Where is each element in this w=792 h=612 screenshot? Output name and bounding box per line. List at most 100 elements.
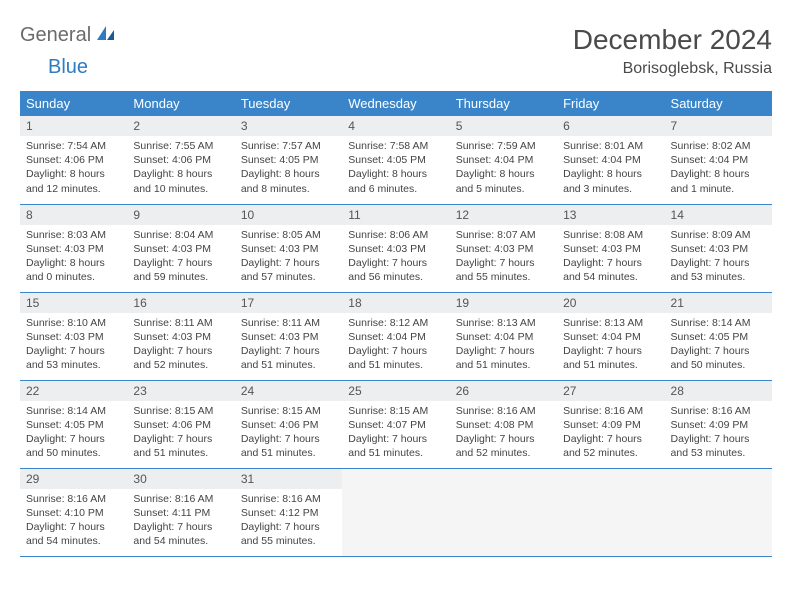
day-detail-line: and 51 minutes.	[348, 446, 443, 460]
day-detail-line: Sunrise: 8:16 AM	[563, 404, 658, 418]
day-detail-line: and 50 minutes.	[671, 358, 766, 372]
day-detail-line: Sunset: 4:07 PM	[348, 418, 443, 432]
day-detail-line: Sunset: 4:03 PM	[133, 242, 228, 256]
weekday-header: Friday	[557, 91, 664, 116]
day-details: Sunrise: 8:07 AMSunset: 4:03 PMDaylight:…	[450, 225, 557, 289]
calendar-day-cell	[665, 468, 772, 556]
calendar-day-cell: 28Sunrise: 8:16 AMSunset: 4:09 PMDayligh…	[665, 380, 772, 468]
day-details: Sunrise: 8:11 AMSunset: 4:03 PMDaylight:…	[127, 313, 234, 377]
day-number: 5	[450, 116, 557, 136]
day-detail-line: Daylight: 8 hours	[26, 256, 121, 270]
day-detail-line: Sunrise: 8:03 AM	[26, 228, 121, 242]
calendar-day-cell: 17Sunrise: 8:11 AMSunset: 4:03 PMDayligh…	[235, 292, 342, 380]
day-number: 19	[450, 293, 557, 313]
day-detail-line: Sunrise: 8:01 AM	[563, 139, 658, 153]
day-detail-line: Sunset: 4:03 PM	[563, 242, 658, 256]
day-detail-line: Daylight: 7 hours	[241, 344, 336, 358]
day-detail-line: Sunset: 4:05 PM	[671, 330, 766, 344]
day-detail-line: and 52 minutes.	[456, 446, 551, 460]
calendar-week-row: 8Sunrise: 8:03 AMSunset: 4:03 PMDaylight…	[20, 204, 772, 292]
calendar-day-cell: 11Sunrise: 8:06 AMSunset: 4:03 PMDayligh…	[342, 204, 449, 292]
weekday-header: Monday	[127, 91, 234, 116]
day-detail-line: Sunrise: 7:54 AM	[26, 139, 121, 153]
day-detail-line: Sunset: 4:10 PM	[26, 506, 121, 520]
day-details: Sunrise: 8:15 AMSunset: 4:07 PMDaylight:…	[342, 401, 449, 465]
day-detail-line: and 55 minutes.	[241, 534, 336, 548]
day-details: Sunrise: 8:13 AMSunset: 4:04 PMDaylight:…	[450, 313, 557, 377]
day-number: 13	[557, 205, 664, 225]
day-detail-line: and 52 minutes.	[133, 358, 228, 372]
day-detail-line: Sunset: 4:04 PM	[563, 153, 658, 167]
day-details: Sunrise: 8:16 AMSunset: 4:09 PMDaylight:…	[557, 401, 664, 465]
calendar-day-cell: 27Sunrise: 8:16 AMSunset: 4:09 PMDayligh…	[557, 380, 664, 468]
day-details: Sunrise: 8:15 AMSunset: 4:06 PMDaylight:…	[235, 401, 342, 465]
day-detail-line: and 52 minutes.	[563, 446, 658, 460]
day-number: 8	[20, 205, 127, 225]
day-number: 23	[127, 381, 234, 401]
day-number: 7	[665, 116, 772, 136]
calendar-body: 1Sunrise: 7:54 AMSunset: 4:06 PMDaylight…	[20, 116, 772, 556]
calendar-day-cell: 31Sunrise: 8:16 AMSunset: 4:12 PMDayligh…	[235, 468, 342, 556]
day-detail-line: Daylight: 7 hours	[671, 344, 766, 358]
day-detail-line: Daylight: 8 hours	[563, 167, 658, 181]
logo: General	[20, 24, 119, 47]
day-detail-line: Sunrise: 8:16 AM	[671, 404, 766, 418]
calendar-day-cell: 5Sunrise: 7:59 AMSunset: 4:04 PMDaylight…	[450, 116, 557, 204]
day-details: Sunrise: 8:15 AMSunset: 4:06 PMDaylight:…	[127, 401, 234, 465]
day-details: Sunrise: 8:04 AMSunset: 4:03 PMDaylight:…	[127, 225, 234, 289]
calendar-week-row: 29Sunrise: 8:16 AMSunset: 4:10 PMDayligh…	[20, 468, 772, 556]
day-details: Sunrise: 8:16 AMSunset: 4:12 PMDaylight:…	[235, 489, 342, 553]
day-detail-line: Sunset: 4:03 PM	[26, 242, 121, 256]
day-detail-line: Sunrise: 8:10 AM	[26, 316, 121, 330]
day-number: 14	[665, 205, 772, 225]
day-detail-line: and 50 minutes.	[26, 446, 121, 460]
calendar-day-cell: 24Sunrise: 8:15 AMSunset: 4:06 PMDayligh…	[235, 380, 342, 468]
day-detail-line: Sunrise: 8:15 AM	[133, 404, 228, 418]
day-detail-line: Sunset: 4:06 PM	[133, 153, 228, 167]
day-detail-line: and 3 minutes.	[563, 182, 658, 196]
day-detail-line: Daylight: 8 hours	[348, 167, 443, 181]
day-number: 20	[557, 293, 664, 313]
day-detail-line: and 5 minutes.	[456, 182, 551, 196]
day-detail-line: Daylight: 7 hours	[348, 432, 443, 446]
calendar-day-cell: 3Sunrise: 7:57 AMSunset: 4:05 PMDaylight…	[235, 116, 342, 204]
day-detail-line: and 54 minutes.	[133, 534, 228, 548]
day-detail-line: Sunset: 4:04 PM	[456, 330, 551, 344]
day-detail-line: Sunrise: 8:04 AM	[133, 228, 228, 242]
calendar-day-cell: 25Sunrise: 8:15 AMSunset: 4:07 PMDayligh…	[342, 380, 449, 468]
day-detail-line: Sunrise: 8:16 AM	[241, 492, 336, 506]
day-detail-line: and 8 minutes.	[241, 182, 336, 196]
day-details: Sunrise: 8:09 AMSunset: 4:03 PMDaylight:…	[665, 225, 772, 289]
day-detail-line: Sunrise: 8:02 AM	[671, 139, 766, 153]
day-detail-line: Daylight: 7 hours	[241, 432, 336, 446]
day-detail-line: Sunset: 4:03 PM	[241, 330, 336, 344]
day-detail-line: Daylight: 7 hours	[348, 256, 443, 270]
calendar-day-cell: 9Sunrise: 8:04 AMSunset: 4:03 PMDaylight…	[127, 204, 234, 292]
day-detail-line: Daylight: 7 hours	[563, 256, 658, 270]
calendar-day-cell: 16Sunrise: 8:11 AMSunset: 4:03 PMDayligh…	[127, 292, 234, 380]
day-detail-line: Daylight: 8 hours	[456, 167, 551, 181]
calendar-day-cell: 6Sunrise: 8:01 AMSunset: 4:04 PMDaylight…	[557, 116, 664, 204]
day-detail-line: Daylight: 7 hours	[133, 432, 228, 446]
day-detail-line: Daylight: 7 hours	[671, 256, 766, 270]
day-detail-line: Sunrise: 8:16 AM	[456, 404, 551, 418]
day-detail-line: Sunrise: 7:57 AM	[241, 139, 336, 153]
day-detail-line: Sunset: 4:05 PM	[26, 418, 121, 432]
day-detail-line: and 54 minutes.	[26, 534, 121, 548]
day-detail-line: and 57 minutes.	[241, 270, 336, 284]
day-detail-line: Sunset: 4:04 PM	[348, 330, 443, 344]
calendar-day-cell: 21Sunrise: 8:14 AMSunset: 4:05 PMDayligh…	[665, 292, 772, 380]
day-detail-line: Sunset: 4:03 PM	[26, 330, 121, 344]
day-detail-line: and 51 minutes.	[241, 358, 336, 372]
calendar-day-cell: 7Sunrise: 8:02 AMSunset: 4:04 PMDaylight…	[665, 116, 772, 204]
day-number: 18	[342, 293, 449, 313]
day-detail-line: Daylight: 7 hours	[133, 520, 228, 534]
day-number: 2	[127, 116, 234, 136]
day-detail-line: Daylight: 7 hours	[133, 256, 228, 270]
day-detail-line: and 51 minutes.	[563, 358, 658, 372]
day-number: 4	[342, 116, 449, 136]
day-number: 3	[235, 116, 342, 136]
day-detail-line: and 53 minutes.	[671, 270, 766, 284]
day-number: 15	[20, 293, 127, 313]
day-detail-line: Sunset: 4:11 PM	[133, 506, 228, 520]
